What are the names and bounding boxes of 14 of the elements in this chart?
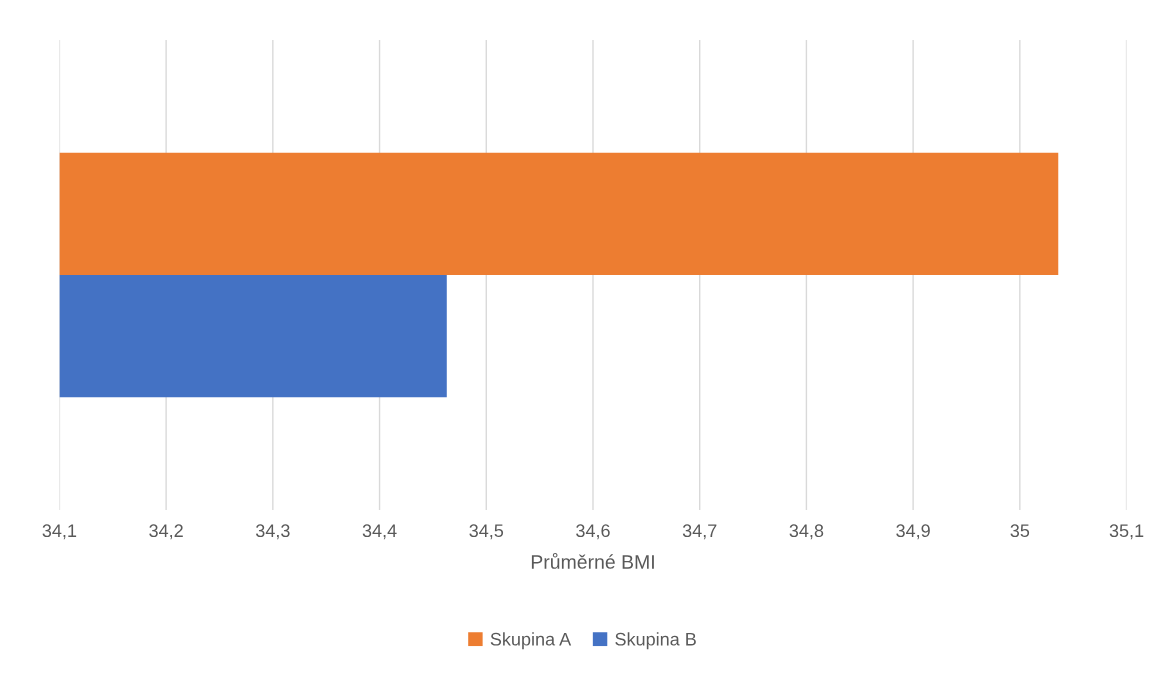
x-tick-label: 34,5 bbox=[469, 524, 504, 540]
x-tick-label: 34,9 bbox=[896, 524, 930, 540]
x-tick-label: 34,2 bbox=[149, 524, 183, 540]
x-tick-label: 34,1 bbox=[42, 524, 77, 540]
x-tick-label: 34,3 bbox=[255, 524, 290, 540]
legend-label: Skupina B bbox=[615, 632, 696, 650]
x-tick-label: 34,7 bbox=[682, 524, 717, 540]
x-tick-label: 34,8 bbox=[789, 524, 824, 540]
x-tick-label: 35,1 bbox=[1109, 524, 1144, 540]
legend-label: Skupina A bbox=[490, 632, 572, 650]
x-tick-label: 34,6 bbox=[576, 524, 610, 540]
x-axis-title: Průměrné BMI bbox=[531, 552, 654, 569]
x-tick-label: 34,4 bbox=[362, 524, 397, 540]
x-tick-label: 35 bbox=[1010, 524, 1030, 538]
